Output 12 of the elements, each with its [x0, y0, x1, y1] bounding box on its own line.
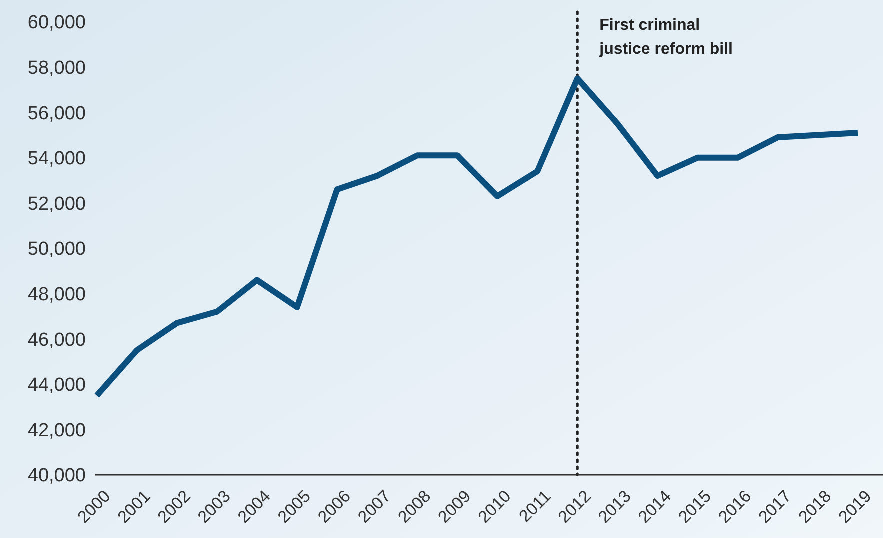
- y-tick-label: 52,000: [28, 194, 86, 215]
- y-tick-label: 58,000: [28, 58, 86, 79]
- y-tick-label: 46,000: [28, 330, 86, 351]
- y-tick-label: 50,000: [28, 239, 86, 260]
- y-tick-label: 44,000: [28, 375, 86, 396]
- y-tick-label: 42,000: [28, 420, 86, 442]
- y-tick-label: 54,000: [28, 148, 86, 170]
- y-tick-label: 56,000: [28, 103, 86, 124]
- y-tick-label: 48,000: [28, 284, 86, 306]
- y-tick-label: 60,000: [28, 12, 86, 34]
- ref-line-label: First criminal justice reform bill: [598, 17, 734, 58]
- y-tick-label: 40,000: [28, 466, 86, 487]
